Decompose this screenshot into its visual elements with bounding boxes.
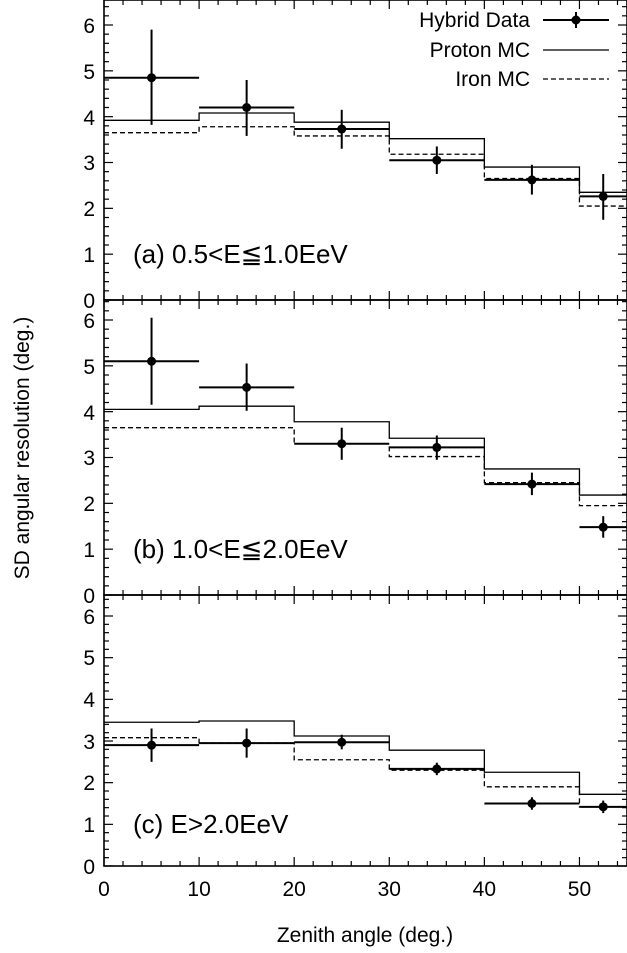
y-tick-label: 2 <box>83 493 95 516</box>
data-marker <box>527 799 537 808</box>
data-marker <box>432 764 442 774</box>
iron-mc-line <box>104 126 627 207</box>
y-tick-label: 6 <box>83 310 95 333</box>
hybrid-data-point <box>389 146 485 174</box>
hybrid-data-point <box>294 109 390 149</box>
y-tick-label: 1 <box>83 814 95 837</box>
x-tick-label: 10 <box>187 878 210 901</box>
panel-label: (c) E>2.0EeV <box>133 809 289 839</box>
hybrid-data-point <box>389 762 485 776</box>
hybrid-data-point <box>484 164 580 195</box>
legend-entry-label: Iron MC <box>455 68 530 91</box>
legend-hybrid-marker <box>571 15 581 25</box>
hybrid-data-point <box>199 728 295 758</box>
panel-label: (a) 0.5<E≦1.0EeV <box>133 239 348 269</box>
hybrid-data-point <box>579 516 627 538</box>
data-marker <box>598 802 608 812</box>
data-marker <box>242 738 252 748</box>
iron-mc-line <box>104 427 627 507</box>
hybrid-data-point <box>389 435 485 460</box>
x-tick-label: 40 <box>473 878 496 901</box>
hybrid-data-point <box>484 797 580 810</box>
y-tick-label: 5 <box>83 647 95 670</box>
data-marker <box>527 175 537 185</box>
data-marker <box>242 382 252 392</box>
data-marker <box>337 439 347 449</box>
data-marker <box>147 356 157 366</box>
y-tick-label: 4 <box>83 402 95 425</box>
panel-frame <box>103 594 627 867</box>
data-marker <box>147 740 157 750</box>
y-tick-label: 2 <box>83 772 95 795</box>
panel-label: (b) 1.0<E≦2.0EeV <box>133 534 348 564</box>
data-marker <box>598 191 608 201</box>
y-tick-label: 5 <box>83 356 95 379</box>
data-marker <box>337 124 347 134</box>
y-tick-label: 6 <box>83 15 95 38</box>
y-tick-label: 3 <box>83 152 95 175</box>
y-tick-label: 3 <box>83 447 95 470</box>
x-tick-label: 20 <box>283 878 306 901</box>
y-tick-label: 6 <box>83 606 95 629</box>
data-marker <box>242 103 252 112</box>
y-tick-label: 3 <box>83 731 95 754</box>
x-tick-label: 50 <box>568 878 591 901</box>
y-tick-label: 0 <box>83 856 95 879</box>
proton-mc-line <box>104 720 627 795</box>
data-marker <box>432 155 442 165</box>
hybrid-data-point <box>104 29 200 125</box>
y-tick-label: 0 <box>83 585 95 608</box>
legend-entry-label: Proton MC <box>430 39 530 62</box>
legend-entry-label: Hybrid Data <box>419 9 530 32</box>
hybrid-data-point <box>579 800 627 814</box>
panel-b: 0 1 2 3 4 5 6 (b) 1.0<E≦2.0EeV <box>83 299 627 608</box>
y-tick-label: 0 <box>83 290 95 313</box>
data-marker <box>527 479 537 489</box>
y-tick-label: 5 <box>83 61 95 84</box>
data-marker <box>432 442 442 452</box>
hybrid-data-point <box>199 363 295 411</box>
x-tick-label: 0 <box>98 878 110 901</box>
hybrid-data-point <box>104 728 200 762</box>
data-marker <box>147 73 157 83</box>
y-tick-label: 4 <box>83 107 95 130</box>
proton-mc-line <box>104 405 627 496</box>
panel-a: 0 1 2 3 4 5 6 (a) 0.5<E≦1.0EeV <box>83 0 627 313</box>
y-tick-label: 4 <box>83 689 95 712</box>
y-tick-label: 1 <box>83 539 95 562</box>
x-axis-title: Zenith angle (deg.) <box>277 924 453 947</box>
x-tick-labels: 0 10 20 30 40 50 <box>98 878 591 901</box>
hybrid-data-point <box>484 472 580 496</box>
panel-c: 0 1 2 3 4 5 6 (c) E>2.0EeV <box>83 594 627 879</box>
data-marker <box>598 522 608 532</box>
hybrid-data-point <box>199 80 295 136</box>
panels-layer: 0 1 2 3 4 5 6 (a) 0.5<E≦1.0EeV 0 1 2 3 4 5 6 (b) 1.0<E≦… <box>83 0 627 901</box>
y-tick-label: 1 <box>83 244 95 267</box>
legend: Hybrid Data Proton MC Iron MC <box>419 9 609 91</box>
proton-mc-line <box>104 112 627 193</box>
data-marker <box>337 737 347 747</box>
hybrid-data-point <box>104 317 200 405</box>
x-tick-label: 30 <box>378 878 401 901</box>
y-axis-title: SD angular resolution (deg.) <box>11 317 34 580</box>
y-tick-label: 2 <box>83 198 95 221</box>
hybrid-data-point <box>294 427 390 460</box>
hybrid-data-point <box>294 734 390 750</box>
hybrid-data-point <box>579 173 627 220</box>
